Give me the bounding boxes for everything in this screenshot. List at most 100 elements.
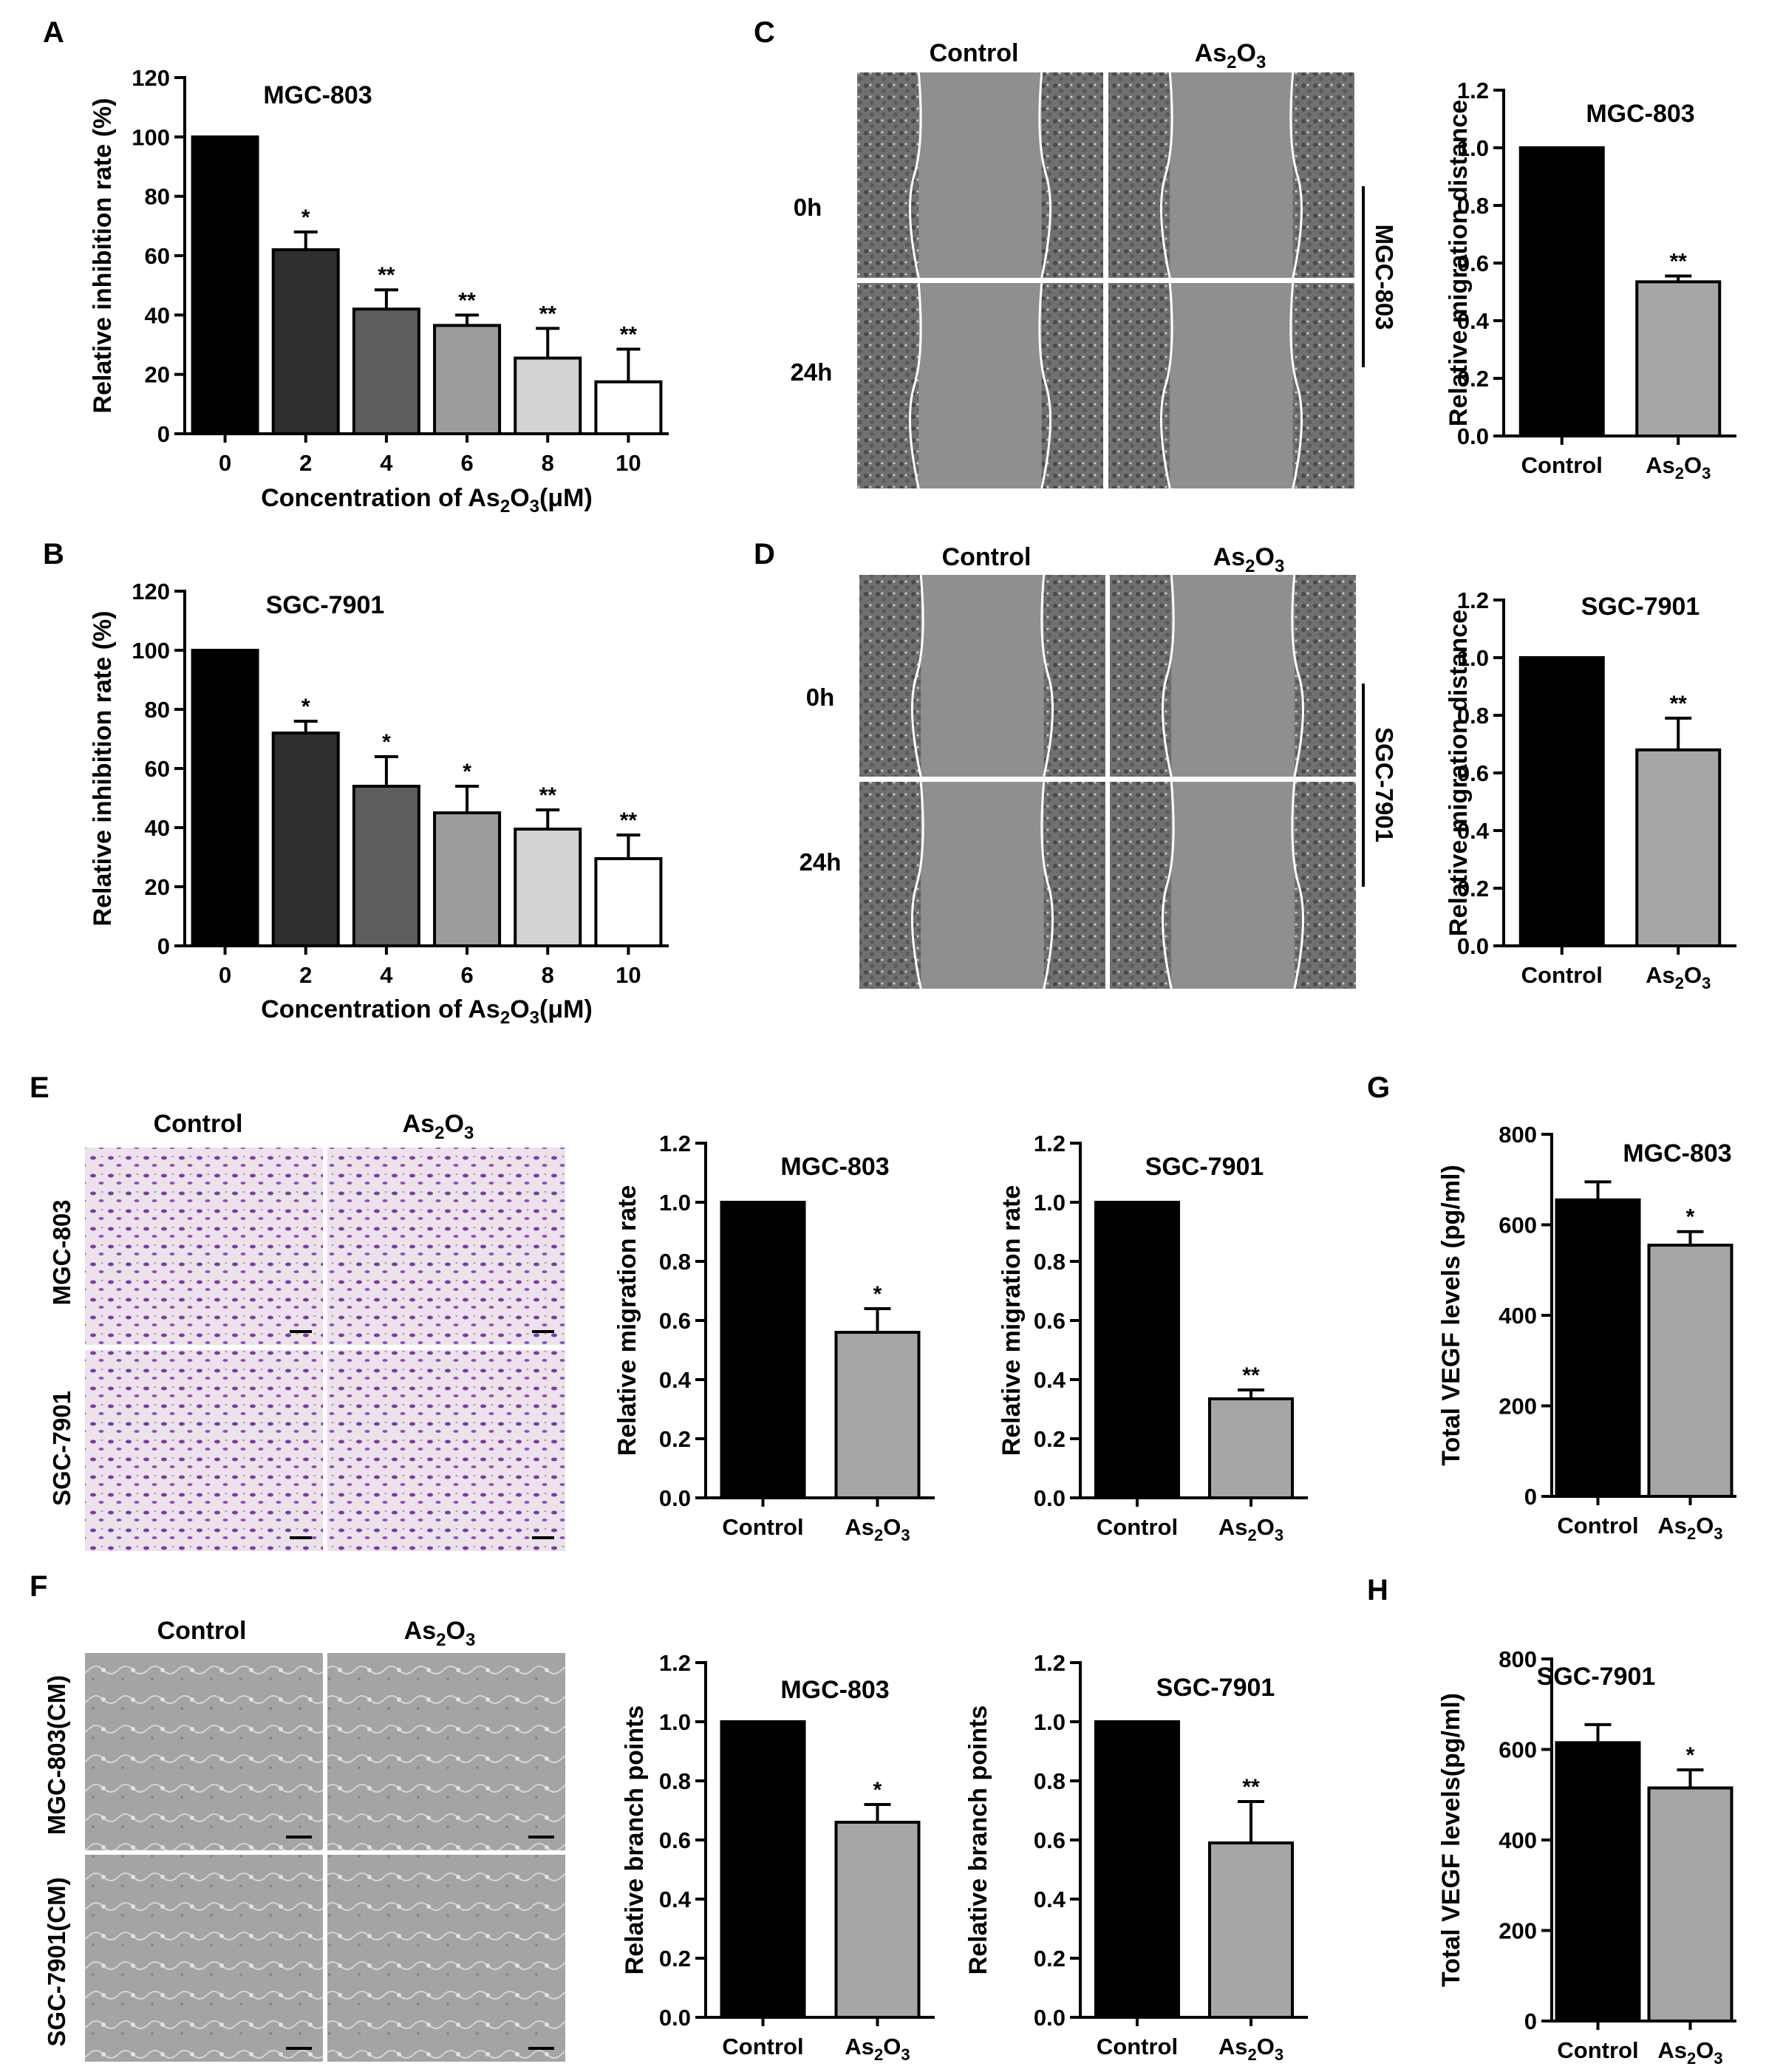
bar-control <box>1094 1201 1180 1499</box>
photo-d-col-control: Control <box>942 543 1032 571</box>
panel-letter-h: H <box>1367 1574 1388 1606</box>
y-tick-label: 0.4 <box>659 1887 692 1912</box>
x-tick-label: 2 <box>299 962 312 988</box>
x-tick-label: Control <box>1521 962 1603 988</box>
panel-letter-c: C <box>754 16 775 49</box>
photo-e-col-control: Control <box>154 1110 243 1138</box>
chart-title: MGC-803 <box>1623 1139 1731 1168</box>
y-tick-label: 0.0 <box>1034 2005 1066 2031</box>
bar-as2o3 <box>1647 1786 1733 2022</box>
y-tick-label: 0 <box>1524 2008 1537 2034</box>
y-axis-title: Relative inhibition rate (%) <box>89 611 117 927</box>
migrated-cells <box>85 1350 323 1551</box>
y-axis-title: Relative migration rate <box>613 1185 641 1456</box>
bar-0 <box>191 649 259 947</box>
significance-mark: * <box>1686 1205 1695 1230</box>
x-tick-label: Control <box>1097 1514 1178 1540</box>
y-tick-label: 1.2 <box>1034 1131 1066 1156</box>
bar-2 <box>271 732 340 947</box>
significance-mark: * <box>873 1778 882 1802</box>
y-tick-label: 400 <box>1499 1303 1537 1329</box>
scratch-image <box>1110 781 1356 989</box>
bar-4 <box>352 307 420 435</box>
wound-edge-left <box>910 781 924 989</box>
scratch-image <box>1110 574 1356 777</box>
tube-image <box>327 1653 565 1850</box>
significance-mark: ** <box>1670 692 1688 716</box>
significance-mark: ** <box>1242 1775 1260 1799</box>
y-tick-label: 200 <box>1499 1918 1537 1944</box>
bar-as2o3 <box>1208 1841 1294 2019</box>
bar-control <box>1555 1741 1641 2022</box>
y-tick-label: 0.0 <box>1457 423 1489 449</box>
x-tick-label: Control <box>1557 2037 1638 2063</box>
transwell-image <box>327 1148 565 1345</box>
y-axis-title: Total VEGF levels(pg/ml) <box>1437 1693 1465 1987</box>
significance-mark: ** <box>1242 1363 1260 1388</box>
y-tick-label: 0.0 <box>1034 1485 1066 1511</box>
tube-image <box>327 1855 565 2062</box>
wound-edge-left <box>1161 781 1175 989</box>
chart-e1: 0.0 0.2 0.4 0.6 0.8 1.0 1.2 Control * As2O3 MGC-80… <box>613 1131 935 1544</box>
chart-title: MGC-803 <box>1586 100 1694 128</box>
photo-e-row-mgc803: MGC-803 <box>48 1199 75 1305</box>
photo-d-row-24h: 24h <box>800 848 842 876</box>
x-tick-label: 0 <box>219 450 231 476</box>
photo-c-side-label: MGC-803 <box>1371 224 1398 330</box>
y-tick-label: 0.2 <box>659 1946 691 1972</box>
chart-title: SGC-7901 <box>1581 593 1700 621</box>
y-axis-title: Relative migration rate <box>998 1185 1026 1456</box>
x-axis-title: Concentration of As2O3(μM) <box>261 995 593 1028</box>
panel-letter-g: G <box>1367 1071 1390 1104</box>
chart-title: SGC-7901 <box>1156 1674 1275 1702</box>
x-axis-title: Concentration of As2O3(μM) <box>261 484 593 517</box>
y-tick-label: 0.8 <box>1034 1768 1066 1794</box>
y-tick-label: 0 <box>1524 1484 1537 1510</box>
tube-network <box>327 1653 565 1850</box>
x-tick-label: As2O3 <box>845 2034 910 2064</box>
scratch-image <box>859 574 1105 777</box>
significance-mark: ** <box>620 808 638 833</box>
x-tick-label: Control <box>1521 452 1603 478</box>
y-tick-label: 600 <box>1499 1213 1537 1238</box>
x-tick-label: As2O3 <box>1657 2037 1722 2068</box>
wound-edge-left <box>1159 282 1173 489</box>
y-tick-label: 120 <box>132 65 170 91</box>
y-tick-label: 0.6 <box>1034 1827 1066 1853</box>
wound-edge-left <box>1159 72 1173 279</box>
panel-letter-e: E <box>30 1071 50 1104</box>
photo-c-row-0h: 0h <box>794 194 822 221</box>
x-tick-label: As2O3 <box>1218 2034 1283 2064</box>
chart-f1: 0.0 0.2 0.4 0.6 0.8 1.0 1.2 Control * As2O3 MGC-80… <box>621 1650 935 2064</box>
chart-b: 0 20 40 60 80 100 120 0 * 2 * 4 * 6 ** 8 ** 10 SGC-7901 Rel… <box>89 579 669 1028</box>
scratch-image <box>1108 72 1354 279</box>
photo-f-row-sgc7901cm: SGC-7901(CM) <box>43 1877 70 2046</box>
photo-panel-c: Control As2O3 0h 24h MGC-803 <box>791 39 1398 489</box>
chart-title: MGC-803 <box>780 1153 889 1181</box>
y-tick-label: 20 <box>145 874 170 900</box>
wound-edge-right <box>1289 72 1303 279</box>
photo-c-col-as2o3: As2O3 <box>1195 39 1266 72</box>
wound-edge-left <box>910 574 924 777</box>
y-tick-label: 0.8 <box>1457 703 1489 729</box>
significance-mark: ** <box>458 288 476 313</box>
y-tick-label: 0 <box>157 421 170 447</box>
photo-d-col-as2o3: As2O3 <box>1213 543 1285 576</box>
bar-control <box>720 1720 806 2019</box>
bar-10 <box>594 857 663 947</box>
y-tick-label: 0.0 <box>1457 933 1489 959</box>
scratch-gap <box>1170 72 1293 278</box>
tube-image <box>85 1653 323 1850</box>
wound-edge-left <box>908 72 922 279</box>
wound-edge-right <box>1291 781 1305 989</box>
y-tick-label: 0.8 <box>1457 193 1489 219</box>
panel-letter-f: F <box>30 1570 47 1603</box>
scratch-image <box>857 72 1103 279</box>
chart-title: SGC-7901 <box>1145 1153 1264 1181</box>
photo-e-col-as2o3: As2O3 <box>403 1110 474 1143</box>
scratch-image <box>859 781 1105 989</box>
y-tick-label: 0.0 <box>659 2005 691 2031</box>
significance-mark: ** <box>620 323 638 347</box>
y-tick-label: 0.6 <box>1457 760 1489 786</box>
photo-panel-f: Control As2O3 MGC-803(CM) SGC-7901(CM) <box>43 1617 565 2062</box>
